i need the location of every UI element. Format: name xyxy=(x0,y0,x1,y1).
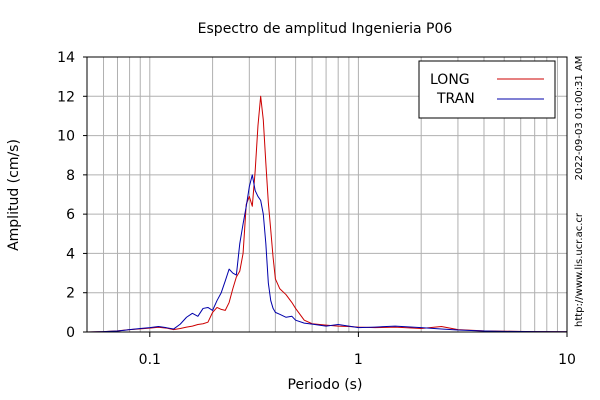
y-axis-title: Amplitud (cm/s) xyxy=(6,139,22,251)
y-tick-label: 0 xyxy=(66,325,75,341)
series-line-tran xyxy=(86,174,568,333)
y-tick-label: 8 xyxy=(66,168,75,184)
y-tick-label: 2 xyxy=(66,286,75,302)
plot-frame xyxy=(86,56,568,333)
series-lines xyxy=(86,95,568,333)
x-axis-title: Periodo (s) xyxy=(288,377,363,393)
y-axis-ticks: 0 2 4 6 8 10 12 14 xyxy=(57,50,87,341)
grid-lines xyxy=(86,56,567,333)
series-line-long xyxy=(86,95,568,333)
legend: LONG TRAN xyxy=(418,60,556,119)
chart-title: Espectro de amplitud Ingenieria P06 xyxy=(198,21,453,37)
legend-label-long: LONG xyxy=(430,72,470,88)
legend-label-tran: TRAN xyxy=(436,91,475,107)
y-tick-label: 6 xyxy=(66,207,75,223)
x-tick-label: 0.1 xyxy=(139,352,161,368)
x-tick-label: 1 xyxy=(354,352,363,368)
x-axis-ticks: 0.1 1 10 xyxy=(139,332,576,368)
y-tick-label: 12 xyxy=(57,89,75,105)
y-tick-label: 4 xyxy=(66,246,75,262)
timestamp-label: 2022-09-03 01:00:31 AM xyxy=(574,56,585,181)
source-url-label: http://www.lis.ucr.ac.cr xyxy=(574,212,585,327)
y-tick-label: 10 xyxy=(57,129,75,145)
legend-box xyxy=(418,60,556,119)
y-tick-label: 14 xyxy=(57,50,75,66)
x-tick-label: 10 xyxy=(558,352,576,368)
